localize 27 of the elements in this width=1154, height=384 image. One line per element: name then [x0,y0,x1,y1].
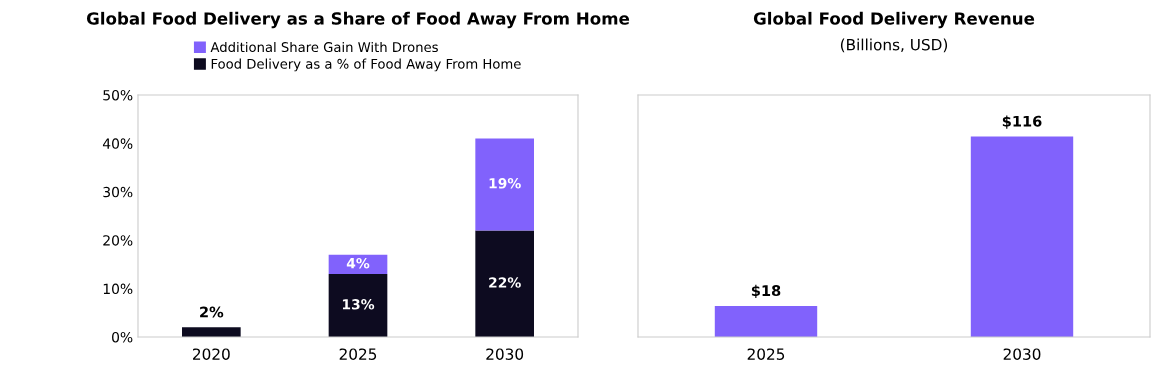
bar [475,230,534,337]
legend-label: Additional Share Gain With Drones [210,41,438,53]
data-label: $116 [1002,115,1042,129]
bar [182,327,241,337]
bar [475,138,534,231]
data-label: 19% [489,178,521,189]
data-label: $18 [751,284,781,299]
chart-subtitle: (Billions, USD) [840,38,948,53]
x-tick-label: 2025 [339,348,377,360]
x-tick-label: 2030 [1003,348,1041,360]
data-label: 2% [200,306,224,318]
y-tick-label: 20% [103,235,133,246]
y-tick-label: 50% [103,89,133,101]
data-label: 22% [489,277,521,288]
bar [328,274,388,337]
chart-title: Global Food Delivery as a Share of Food Away From Home [86,11,630,29]
x-tick-label: 2030 [486,348,524,360]
y-tick-label: 0% [112,331,133,343]
y-tick-label: 40% [102,138,133,149]
data-label: 4% [346,257,370,269]
y-tick-label: 30% [103,186,133,198]
legend-label: Food Delivery as a % of Food Away From Home [211,58,521,72]
x-tick-label: 2025 [747,348,785,360]
chart-title: Global Food Delivery Revenue [753,11,1035,29]
y-tick-label: 10% [103,283,133,295]
data-label: 13% [342,299,375,310]
x-tick-label: 2020 [193,348,230,360]
